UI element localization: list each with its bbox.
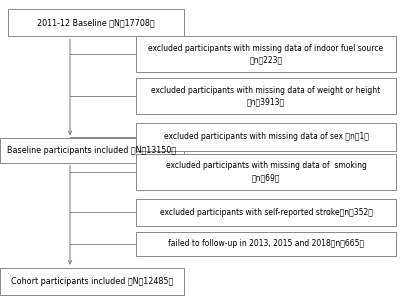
Bar [136,232,396,256]
Bar [0,138,184,163]
Text: 2011-12 Baseline （N＝17708）: 2011-12 Baseline （N＝17708） [37,18,155,27]
Bar [136,36,396,72]
Text: excluded participants with missing data of weight or height
（n＝3913）: excluded participants with missing data … [151,86,381,107]
Bar [136,123,396,150]
Text: failed to follow-up in 2013, 2015 and 2018（n＝665）: failed to follow-up in 2013, 2015 and 20… [168,239,364,248]
Text: Cohort participants included （N＝12485）: Cohort participants included （N＝12485） [11,277,173,286]
Text: excluded participants with missing data of sex （n＝1）: excluded participants with missing data … [164,132,368,141]
Text: excluded participants with missing data of  smoking
（n＝69）: excluded participants with missing data … [166,161,366,182]
Bar [0,268,184,295]
Bar [136,154,396,190]
Text: Baseline participants included （N＝13150）: Baseline participants included （N＝13150） [8,146,176,155]
Bar [136,78,396,114]
Bar [8,9,184,36]
Bar [136,199,396,226]
Text: excluded participants with self-reported stroke（n＝352）: excluded participants with self-reported… [160,208,372,217]
Text: excluded participants with missing data of indoor fuel source
（n＝223）: excluded participants with missing data … [148,44,384,65]
